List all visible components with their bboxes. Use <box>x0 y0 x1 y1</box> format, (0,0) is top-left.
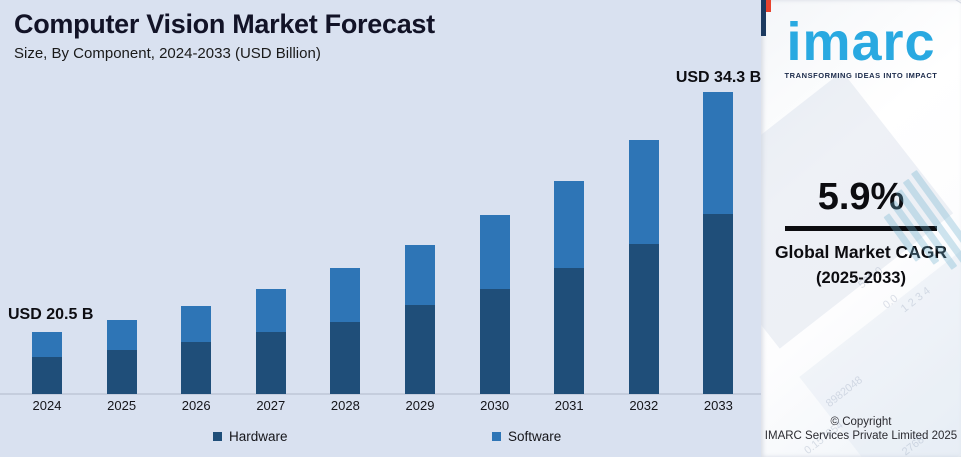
page-title: Computer Vision Market Forecast <box>14 9 435 39</box>
bar-2028 <box>330 268 361 394</box>
watermark-text: 8982048 <box>823 374 865 410</box>
imarc-logo-tagline: TRANSFORMING IDEAS INTO IMPACT <box>784 71 938 80</box>
plot-area: 2024 2025 2026 2027 2028 2029 2030 2031 2032 2033… <box>0 92 761 444</box>
bar-2027-hardware <box>255 332 286 394</box>
corner-accent-navy <box>761 0 766 36</box>
copyright-line2: IMARC Services Private Limited 2025 <box>764 430 958 442</box>
bar-2026-hardware <box>181 342 212 394</box>
cagr-label: Global Market CAGR <box>774 241 948 262</box>
legend-item-software: Software <box>492 429 561 444</box>
legend-swatch-hardware <box>213 432 222 441</box>
bar-2030-hardware <box>479 289 510 394</box>
bar-2031-hardware <box>554 268 585 394</box>
watermark-text: 0.0 <box>880 292 901 312</box>
corner-accent-red <box>766 0 771 12</box>
bar-2031 <box>554 181 585 394</box>
x-label-2027: 2027 <box>256 398 286 413</box>
bar-2028-hardware <box>330 322 361 394</box>
bar-2031-software <box>554 181 585 268</box>
x-axis-line <box>0 393 761 395</box>
imarc-logo-wordmark: imarc <box>786 12 936 72</box>
bar-2030-software <box>479 215 510 289</box>
legend-label-software: Software <box>508 429 562 444</box>
brand-sidebar: imarc TRANSFORMING IDEAS INTO IMPACT 5.9… <box>761 0 961 457</box>
cagr-period: (2025-2033) <box>816 268 906 287</box>
bar-2024-software <box>32 332 62 357</box>
bar-2030 <box>479 215 510 394</box>
bar-2027-software <box>255 289 286 332</box>
bar-2029-hardware <box>405 305 435 394</box>
cagr-block: 5.9% Global Market CAGR (2025-2033) <box>761 176 961 288</box>
value-label-2033: USD 34.3 B <box>675 69 762 86</box>
x-label-2029: 2029 <box>405 398 435 413</box>
cagr-underline <box>785 226 937 231</box>
bar-2024-hardware <box>32 357 62 394</box>
chart-subtitle: Size, By Component, 2024-2033 (USD Billi… <box>14 45 321 62</box>
bar-2027 <box>255 289 286 394</box>
x-label-2032: 2032 <box>629 398 659 413</box>
legend-swatch-software <box>492 432 501 441</box>
x-label-2033: 2033 <box>703 398 733 413</box>
bar-2033 <box>703 92 734 394</box>
watermark-text: 1 2 3 4 <box>898 284 933 316</box>
cagr-value: 5.9% <box>817 176 905 218</box>
bar-2025-hardware <box>106 350 137 394</box>
bar-2029 <box>405 245 435 394</box>
x-label-2031: 2031 <box>554 398 584 413</box>
bar-2029-software <box>405 245 435 305</box>
chart-panel: Computer Vision Market Forecast Size, By… <box>0 0 761 457</box>
x-label-2026: 2026 <box>181 398 211 413</box>
copyright-line1: © Copyright <box>830 416 892 428</box>
bar-2025-software <box>106 320 137 350</box>
bar-2033-software <box>703 92 734 214</box>
copyright: © Copyright IMARC Services Private Limit… <box>761 415 961 443</box>
x-label-2030: 2030 <box>480 398 510 413</box>
bar-2025 <box>106 320 137 394</box>
x-label-2025: 2025 <box>107 398 137 413</box>
legend-label-hardware: Hardware <box>229 429 288 444</box>
bar-2032-software <box>628 140 659 244</box>
bar-2026-software <box>181 306 212 342</box>
imarc-logo: imarc TRANSFORMING IDEAS INTO IMPACT <box>761 12 961 80</box>
x-label-2028: 2028 <box>330 398 360 413</box>
bar-2032 <box>628 140 659 394</box>
x-label-2024: 2024 <box>32 398 62 413</box>
bar-2028-software <box>330 268 361 322</box>
bar-2026 <box>181 306 212 394</box>
legend-item-hardware: Hardware <box>213 429 288 444</box>
bar-2033-hardware <box>703 214 734 394</box>
value-label-2024: USD 20.5 B <box>8 306 94 323</box>
bar-2032-hardware <box>628 244 659 394</box>
bar-2024 <box>32 332 62 394</box>
